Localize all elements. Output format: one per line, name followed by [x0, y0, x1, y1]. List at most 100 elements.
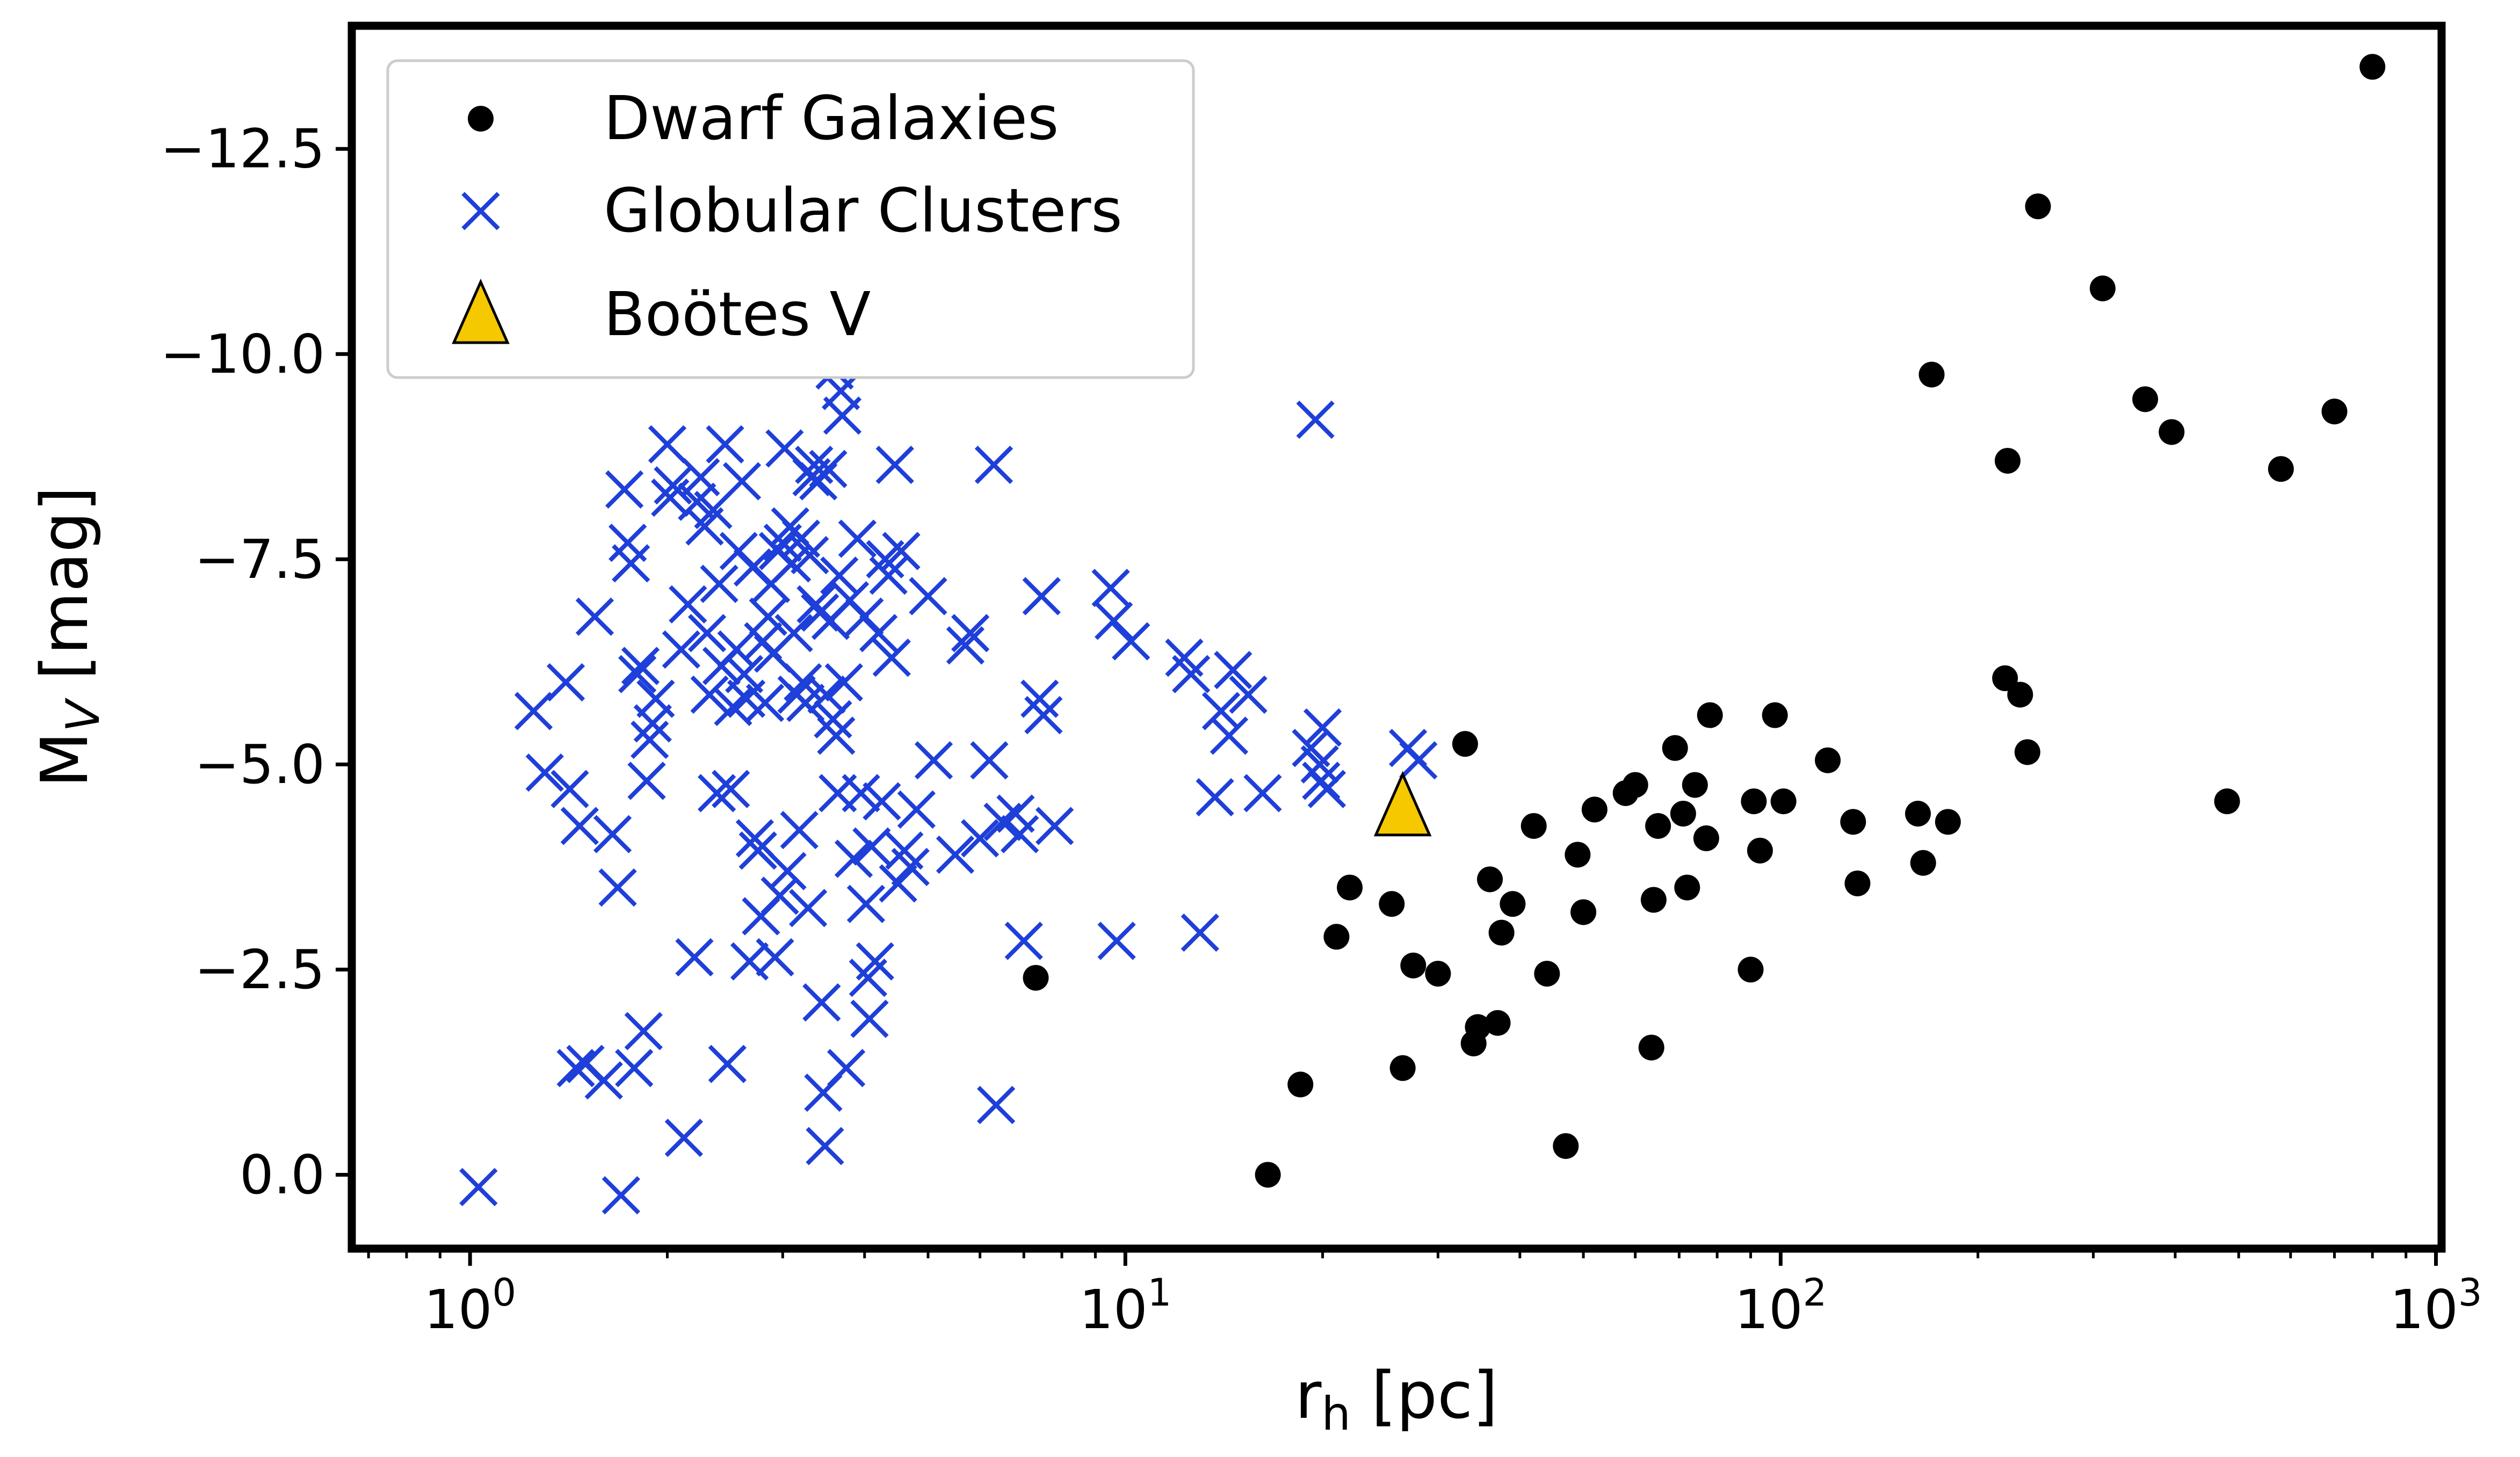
dwarf-galaxy-point: [2132, 386, 2159, 412]
plot-marks: [459, 54, 2386, 1215]
dwarf-galaxy-point: [1645, 813, 1671, 839]
globular-cluster-point: [624, 1012, 663, 1050]
globular-cluster-point: [700, 564, 738, 603]
axes-frame: [347, 21, 2446, 1253]
x-tick-label: 103: [2390, 1271, 2482, 1341]
globular-cluster-point: [974, 445, 1013, 484]
dwarf-galaxy-point: [1670, 801, 1696, 827]
globular-cluster-point: [1292, 729, 1330, 767]
legend-box: [386, 59, 1195, 379]
globular-cluster-point: [636, 679, 675, 718]
globular-cluster-point: [602, 1176, 641, 1215]
legend-marker-globular-clusters: [461, 192, 500, 230]
globular-cluster-point: [662, 630, 700, 669]
dwarf-galaxy-point: [1994, 447, 2021, 474]
globular-cluster-point: [738, 831, 777, 870]
globular-cluster-point: [584, 1061, 623, 1100]
globular-cluster-point: [546, 663, 585, 702]
globular-cluster-point: [1243, 774, 1282, 813]
globular-cluster-point: [648, 425, 687, 464]
globular-cluster-point: [717, 630, 756, 669]
x-axis-ticks: 100 101 102 103: [367, 1249, 2482, 1341]
globular-cluster-point: [951, 614, 990, 653]
globular-cluster-point: [786, 684, 825, 722]
globular-cluster-point: [1296, 400, 1335, 439]
globular-cluster-point: [712, 770, 750, 808]
globular-cluster-point: [846, 885, 886, 923]
globular-cluster-point: [1303, 708, 1342, 747]
globular-cluster-point: [654, 466, 692, 505]
y-tick-label: 0.0: [240, 1143, 325, 1206]
globular-cluster-point: [780, 810, 819, 850]
x-tick-label: 101: [1079, 1271, 1171, 1341]
globular-cluster-point: [807, 675, 846, 714]
dwarf-galaxy-point: [1379, 891, 1405, 917]
globular-cluster-point: [1024, 696, 1063, 735]
globular-cluster-point: [756, 938, 794, 977]
globular-cluster-point: [976, 1085, 1016, 1125]
globular-cluster-point: [627, 762, 666, 800]
dwarf-galaxy-point: [1488, 919, 1515, 946]
globular-cluster-point: [838, 519, 877, 558]
globular-cluster-point: [834, 839, 873, 878]
dwarf-galaxy-point: [1425, 961, 1451, 987]
dwarf-galaxy-point: [1622, 772, 1648, 798]
globular-cluster-point: [675, 938, 714, 977]
dwarf-galaxy-point: [1905, 801, 1931, 827]
dwarf-galaxy-point: [1640, 887, 1667, 913]
dwarf-galaxy-point: [1770, 788, 1797, 815]
dwarf-galaxy-point: [2159, 419, 2185, 445]
globular-cluster-point: [735, 819, 774, 858]
x-tick-label: 100: [424, 1271, 516, 1341]
globular-cluster-point: [1181, 913, 1219, 952]
dwarf-galaxy-point: [2321, 398, 2348, 425]
dwarf-galaxy-point: [1737, 956, 1764, 983]
globular-cluster-point: [809, 450, 848, 488]
globular-cluster-point: [514, 692, 553, 730]
globular-cluster-point: [970, 741, 1009, 780]
globular-cluster-point: [1035, 807, 1074, 845]
x-axis-label-unit: [pc]: [1351, 1359, 1498, 1433]
dwarf-galaxy-point: [1638, 1034, 1664, 1061]
globular-cluster-point: [612, 544, 650, 583]
dwarf-galaxy-point: [1534, 961, 1560, 987]
dwarf-galaxy-point: [1935, 809, 1961, 835]
globular-cluster-point: [1094, 601, 1133, 640]
globular-cluster-point: [1112, 622, 1150, 661]
globular-cluster-point: [891, 847, 930, 887]
dwarf-galaxy-point: [1323, 924, 1350, 950]
globular-cluster-point: [869, 556, 908, 595]
globular-cluster-point: [1022, 577, 1061, 615]
globular-cluster-point: [615, 1049, 654, 1088]
dwarf-galaxy-point: [2014, 739, 2040, 765]
y-axis-label-symbol: M: [28, 732, 103, 788]
globular-cluster-point: [761, 876, 799, 915]
x-axis-label: rh [pc]: [1295, 1359, 1498, 1441]
x-axis-label-subscript: h: [1321, 1387, 1351, 1441]
globular-cluster-point: [852, 827, 891, 866]
globular-cluster-point: [1097, 922, 1136, 960]
globular-cluster-point: [882, 532, 921, 570]
globular-cluster-point: [551, 770, 589, 808]
legend-label-dwarf-galaxies: Dwarf Galaxies: [604, 84, 1059, 154]
globular-cluster-point: [820, 556, 859, 595]
legend-label-bootes-v: Boötes V: [604, 280, 871, 350]
globular-cluster-point: [774, 614, 813, 653]
globular-cluster-point: [1399, 741, 1438, 780]
y-axis-label-subscript: V: [56, 698, 110, 732]
dwarf-galaxy-point: [2268, 456, 2294, 482]
globular-cluster-point: [802, 983, 841, 1022]
globular-cluster-point: [897, 790, 936, 829]
globular-cluster-point: [806, 1127, 844, 1165]
dwarf-galaxy-point: [1910, 850, 1936, 876]
globular-cluster-point: [525, 753, 564, 792]
dwarf-galaxy-point: [1581, 796, 1607, 823]
globular-cluster-point: [946, 626, 985, 665]
dwarf-galaxy-point: [2025, 193, 2051, 220]
globular-cluster-point: [687, 614, 727, 653]
globular-cluster-point: [682, 458, 720, 497]
legend-marker-dwarf-galaxies: [468, 106, 494, 132]
globular-cluster-point: [863, 782, 901, 821]
globular-cluster-point: [1300, 745, 1339, 784]
